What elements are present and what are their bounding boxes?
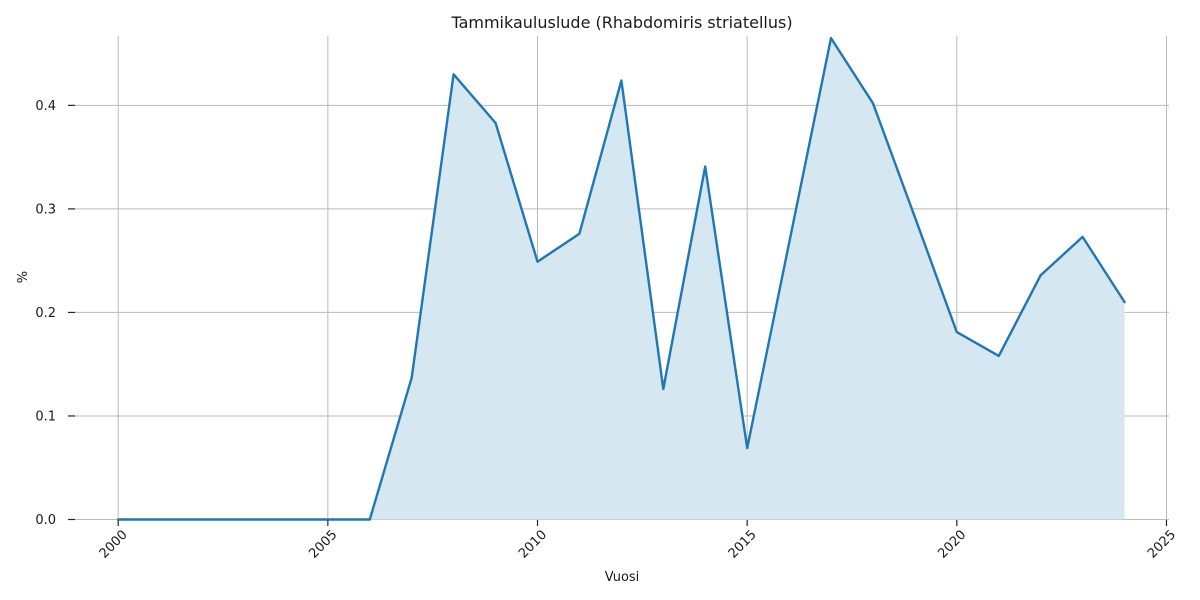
x-tick-label: 2015 [726,528,760,562]
chart-title: Tammikauluslude (Rhabdomiris striatellus… [450,13,792,32]
y-tick-label: 0.4 [35,99,56,114]
x-tick-label: 2020 [935,528,969,562]
x-tick-label: 2005 [306,528,340,562]
area-fill [118,38,1125,520]
series-layer [117,36,1126,521]
x-tick-label: 2000 [97,528,131,562]
x-tick-label: 2025 [1145,528,1179,562]
y-tick-label: 0.0 [35,513,56,528]
x-tick-label: 2010 [516,528,550,562]
y-tick-label: 0.2 [35,306,56,321]
series-line [117,36,1126,521]
x-axis-label: Vuosi [605,570,640,585]
y-tick-label: 0.3 [35,202,56,217]
tick-layer [68,104,1168,526]
y-axis-label: % [16,271,31,283]
y-tick-label: 0.1 [35,409,56,424]
